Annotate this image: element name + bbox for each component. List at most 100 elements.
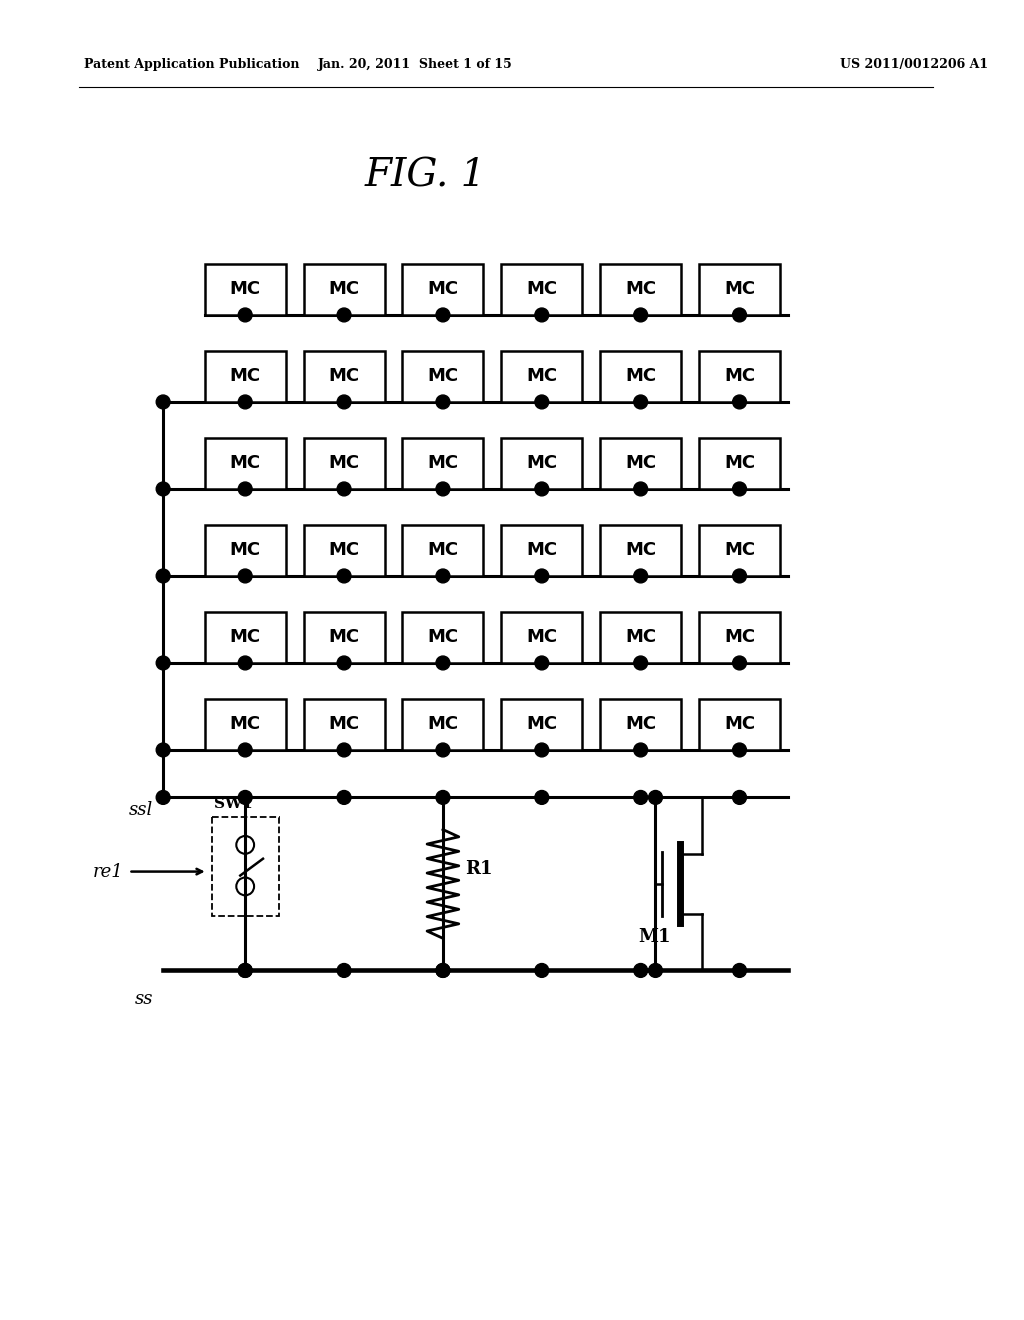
Circle shape [337, 569, 351, 583]
Bar [205, 611, 286, 663]
Bar [402, 524, 483, 576]
Circle shape [436, 656, 450, 669]
Circle shape [648, 791, 663, 804]
Text: ss: ss [135, 990, 154, 1008]
Circle shape [337, 308, 351, 322]
Circle shape [239, 964, 252, 977]
Text: US 2011/0012206 A1: US 2011/0012206 A1 [841, 58, 988, 71]
Bar [502, 611, 583, 663]
Bar [502, 351, 583, 403]
Circle shape [337, 395, 351, 409]
Circle shape [337, 791, 351, 804]
Text: MC: MC [625, 541, 656, 560]
Circle shape [337, 964, 351, 977]
Text: MC: MC [724, 280, 755, 298]
Bar [699, 351, 780, 403]
Bar [402, 264, 483, 315]
Bar [502, 264, 583, 315]
Bar [502, 524, 583, 576]
Circle shape [239, 656, 252, 669]
Text: MC: MC [625, 367, 656, 385]
Bar [205, 524, 286, 576]
Bar [303, 264, 385, 315]
Circle shape [239, 743, 252, 756]
Circle shape [239, 308, 252, 322]
Text: MC: MC [329, 715, 359, 734]
Bar [205, 351, 286, 403]
Circle shape [535, 395, 549, 409]
Bar [600, 437, 681, 488]
Bar [699, 611, 780, 663]
Bar [205, 698, 286, 750]
Text: MC: MC [625, 454, 656, 473]
Text: MC: MC [229, 367, 261, 385]
Text: MC: MC [724, 367, 755, 385]
Circle shape [732, 743, 746, 756]
Circle shape [436, 791, 450, 804]
Circle shape [239, 569, 252, 583]
Circle shape [239, 482, 252, 496]
Text: R1: R1 [465, 861, 493, 878]
Bar [303, 524, 385, 576]
Bar [303, 611, 385, 663]
Text: MC: MC [329, 628, 359, 647]
Circle shape [535, 743, 549, 756]
Circle shape [634, 964, 647, 977]
Circle shape [535, 964, 549, 977]
Text: ssl: ssl [129, 801, 154, 820]
Bar [699, 437, 780, 488]
Text: MC: MC [526, 367, 557, 385]
Bar [600, 698, 681, 750]
Circle shape [436, 308, 450, 322]
Text: MC: MC [625, 280, 656, 298]
Text: MC: MC [229, 541, 261, 560]
Circle shape [634, 482, 647, 496]
Circle shape [239, 395, 252, 409]
Circle shape [239, 791, 252, 804]
Bar [600, 264, 681, 315]
Text: MC: MC [526, 280, 557, 298]
Bar [699, 698, 780, 750]
Circle shape [634, 743, 647, 756]
Text: MC: MC [427, 541, 459, 560]
Circle shape [157, 656, 170, 669]
Text: Jan. 20, 2011  Sheet 1 of 15: Jan. 20, 2011 Sheet 1 of 15 [317, 58, 513, 71]
Bar [205, 437, 286, 488]
Circle shape [436, 743, 450, 756]
Bar [402, 611, 483, 663]
Circle shape [634, 569, 647, 583]
Circle shape [732, 656, 746, 669]
Text: MC: MC [229, 628, 261, 647]
Bar [303, 437, 385, 488]
Circle shape [157, 482, 170, 496]
Circle shape [535, 308, 549, 322]
Text: MC: MC [427, 367, 459, 385]
Text: MC: MC [724, 454, 755, 473]
Text: FIG. 1: FIG. 1 [365, 157, 485, 194]
Bar [502, 437, 583, 488]
Bar [600, 611, 681, 663]
Bar [699, 524, 780, 576]
Bar [600, 524, 681, 576]
Text: MC: MC [724, 715, 755, 734]
Text: MC: MC [625, 715, 656, 734]
Text: MC: MC [427, 715, 459, 734]
Circle shape [634, 791, 647, 804]
Text: MC: MC [329, 367, 359, 385]
Circle shape [436, 569, 450, 583]
Text: MC: MC [625, 628, 656, 647]
Circle shape [239, 964, 252, 977]
Circle shape [436, 964, 450, 977]
Circle shape [732, 964, 746, 977]
Bar [212, 817, 279, 916]
Circle shape [732, 308, 746, 322]
Circle shape [634, 395, 647, 409]
Text: MC: MC [329, 541, 359, 560]
Bar [502, 698, 583, 750]
Bar [303, 351, 385, 403]
Circle shape [337, 656, 351, 669]
Circle shape [732, 569, 746, 583]
Circle shape [535, 482, 549, 496]
Text: MC: MC [427, 628, 459, 647]
Circle shape [337, 743, 351, 756]
